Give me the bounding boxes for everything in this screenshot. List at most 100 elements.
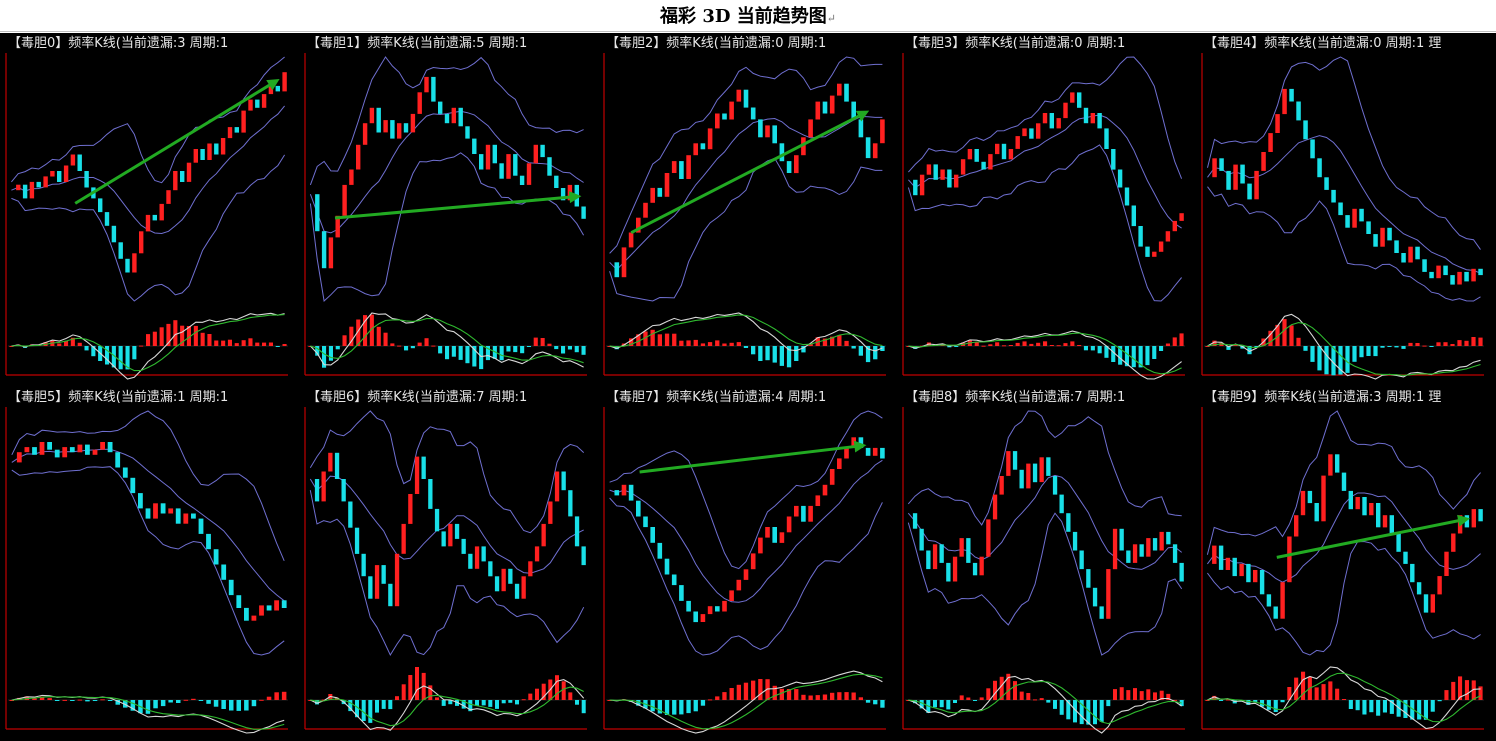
- candle-8-1: [912, 513, 918, 529]
- candle-7-19: [743, 569, 749, 580]
- panel-title-9: 【毒胆9】频率K线(当前遗漏:3 周期:1 理: [1204, 390, 1442, 405]
- candle-3-20: [1042, 113, 1048, 124]
- band-upper-7: [609, 410, 883, 570]
- candle-5-23: [183, 513, 189, 524]
- candle-1-12: [390, 120, 395, 139]
- macd-bar-0-25: [180, 325, 185, 346]
- candle-6-24: [468, 553, 473, 569]
- macd-bar-3-38: [1165, 343, 1170, 346]
- macd-bar-3-28: [1097, 346, 1102, 354]
- macd-bar-7-32: [837, 692, 842, 700]
- candle-0-10: [77, 154, 82, 171]
- chart-grid: 【毒胆0】频率K线(当前遗漏:3 周期:1 【毒胆1】频率K线(当前遗漏:5 周期…: [0, 33, 1496, 741]
- macd-bar-2-33: [844, 340, 849, 346]
- candle-9-38: [1464, 515, 1470, 528]
- candle-9-27: [1389, 515, 1394, 534]
- macd-bar-4-21: [1352, 346, 1357, 362]
- candle-0-17: [125, 258, 130, 273]
- trend-arrow-head-9: [1457, 514, 1470, 527]
- macd-bar-2-16: [722, 343, 727, 346]
- candle-4-11: [1282, 88, 1287, 115]
- macd-bar-0-37: [262, 342, 267, 346]
- candle-8-11: [979, 556, 984, 576]
- macd-bar-6-12: [388, 700, 393, 710]
- candle-3-13: [995, 143, 1000, 155]
- candle-8-13: [992, 494, 998, 520]
- candle-9-14: [1300, 490, 1306, 516]
- candle-7-25: [786, 516, 792, 533]
- candle-1-32: [526, 163, 532, 185]
- candle-2-7: [657, 187, 663, 197]
- candle-3-33: [1131, 205, 1136, 227]
- candle-5-30: [236, 595, 242, 608]
- band-middle-4: [1207, 135, 1481, 274]
- candle-7-11: [686, 600, 691, 612]
- candle-9-19: [1335, 454, 1340, 473]
- candle-3-29: [1104, 128, 1109, 149]
- candle-6-2: [321, 471, 326, 502]
- macd-bar-7-11: [686, 700, 691, 714]
- macd-bar-7-16: [722, 692, 727, 700]
- macd-dea-2: [609, 314, 883, 348]
- candle-7-20: [750, 553, 756, 570]
- candle-5-34: [266, 605, 272, 611]
- macd-bar-1-14: [404, 346, 409, 351]
- candle-6-25: [474, 546, 480, 569]
- macd-bar-0-27: [193, 325, 198, 346]
- candle-5-19: [153, 503, 158, 519]
- macd-bar-3-33: [1131, 346, 1136, 368]
- candle-1-11: [383, 120, 388, 133]
- macd-bar-5-27: [213, 700, 219, 707]
- candle-7-14: [707, 606, 713, 615]
- candle-4-14: [1303, 120, 1308, 140]
- candle-3-11: [981, 161, 986, 170]
- macd-bar-5-4: [39, 696, 45, 700]
- candle-8-6: [946, 562, 951, 582]
- title-divider: [0, 31, 1496, 32]
- trend-chart-6: [304, 407, 587, 731]
- candle-3-25: [1077, 92, 1082, 108]
- candle-5-27: [213, 549, 219, 565]
- candle-5-17: [138, 493, 143, 509]
- macd-bar-0-8: [64, 340, 69, 346]
- candle-3-3: [926, 164, 932, 175]
- candle-3-39: [1172, 220, 1177, 232]
- trend-panel-4: 【毒胆4】频率K线(当前遗漏:0 周期:1 理: [1196, 33, 1494, 385]
- panel-title-6: 【毒胆6】频率K线(当前遗漏:7 周期:1: [307, 390, 528, 405]
- macd-bar-4-30: [1415, 343, 1420, 346]
- candle-3-16: [1015, 136, 1020, 149]
- macd-bar-5-36: [281, 691, 287, 700]
- candle-4-29: [1408, 246, 1413, 263]
- macd-bar-1-18: [431, 345, 436, 347]
- macd-bar-9-31: [1417, 700, 1422, 720]
- candle-3-19: [1036, 123, 1041, 139]
- macd-bar-1-5: [342, 335, 347, 346]
- candle-9-35: [1444, 551, 1449, 576]
- trend-panel-1: 【毒胆1】频率K线(当前遗漏:5 周期:1: [299, 33, 597, 385]
- band-lower-2: [609, 157, 883, 302]
- macd-bar-0-31: [221, 340, 226, 346]
- trend-chart-4: [1201, 53, 1484, 380]
- macd-bar-0-22: [159, 327, 164, 346]
- candle-1-35: [547, 157, 552, 176]
- macd-bar-7-9: [672, 700, 677, 715]
- candle-9-34: [1437, 576, 1442, 595]
- macd-bar-1-31: [520, 346, 525, 354]
- trend-panel-6: 【毒胆6】频率K线(当前遗漏:7 周期:1: [299, 387, 597, 739]
- macd-bar-7-28: [808, 695, 813, 700]
- macd-bar-5-33: [259, 699, 264, 701]
- band-upper-6: [309, 410, 585, 534]
- candle-3-15: [1008, 149, 1014, 160]
- candle-5-13: [107, 442, 113, 453]
- candle-4-5: [1240, 164, 1245, 184]
- page-title: 福彩 3D 当前趋势图↵: [0, 4, 1496, 30]
- macd-bar-1-19: [438, 346, 443, 354]
- macd-bar-1-6: [349, 326, 354, 346]
- macd-bar-2-14: [707, 342, 713, 346]
- candle-7-34: [851, 437, 856, 448]
- macd-bar-9-7: [1253, 700, 1258, 703]
- macd-bar-8-9: [966, 697, 971, 700]
- band-lower-7: [609, 497, 883, 656]
- macd-bar-7-29: [815, 695, 820, 700]
- candle-4-15: [1310, 139, 1315, 159]
